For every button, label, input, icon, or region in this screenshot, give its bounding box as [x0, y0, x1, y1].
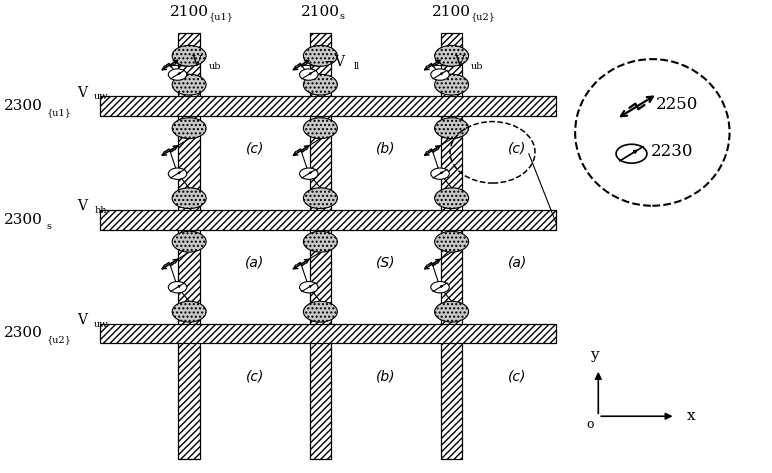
- Bar: [178, 33, 200, 459]
- Bar: [100, 96, 556, 116]
- Text: $\mathregular{V}$: $\mathregular{V}$: [77, 198, 90, 213]
- Circle shape: [172, 45, 206, 66]
- Text: (c): (c): [245, 142, 264, 156]
- Circle shape: [435, 188, 469, 209]
- Text: $\mathregular{V}$: $\mathregular{V}$: [77, 312, 90, 327]
- Circle shape: [303, 231, 337, 252]
- Bar: [100, 210, 556, 230]
- Text: {u1}: {u1}: [46, 108, 71, 117]
- Text: uw: uw: [94, 92, 109, 102]
- Text: {u2}: {u2}: [46, 335, 71, 344]
- Circle shape: [435, 45, 469, 66]
- Text: ub: ub: [208, 61, 221, 71]
- Text: (a): (a): [245, 255, 264, 270]
- Circle shape: [435, 301, 469, 322]
- Text: $\mathregular{V}$: $\mathregular{V}$: [454, 54, 466, 69]
- Text: {u2}: {u2}: [471, 12, 496, 21]
- Bar: [310, 33, 331, 459]
- Circle shape: [435, 74, 469, 95]
- Text: (S): (S): [376, 255, 396, 270]
- Text: 2250: 2250: [656, 96, 699, 113]
- Text: ub: ub: [471, 61, 483, 71]
- Text: $\mathregular{- V}$: $\mathregular{- V}$: [323, 54, 347, 69]
- Bar: [441, 33, 462, 459]
- Circle shape: [172, 231, 206, 252]
- Circle shape: [435, 231, 469, 252]
- Text: x: x: [687, 409, 696, 423]
- Circle shape: [303, 45, 337, 66]
- Text: (c): (c): [508, 369, 527, 383]
- Text: s: s: [340, 12, 344, 21]
- Circle shape: [616, 144, 647, 163]
- Circle shape: [300, 281, 318, 293]
- Text: (c): (c): [508, 142, 527, 156]
- Circle shape: [303, 188, 337, 209]
- Text: {u1}: {u1}: [208, 12, 233, 21]
- Circle shape: [300, 168, 318, 179]
- Bar: [100, 324, 556, 343]
- Circle shape: [168, 281, 187, 293]
- Ellipse shape: [575, 59, 730, 206]
- Circle shape: [431, 168, 449, 179]
- Circle shape: [172, 74, 206, 95]
- Text: ll: ll: [354, 61, 360, 71]
- Text: o: o: [587, 418, 594, 431]
- Circle shape: [303, 118, 337, 139]
- Text: hh: hh: [94, 206, 107, 215]
- Text: y: y: [590, 348, 599, 362]
- Text: 2300: 2300: [4, 326, 42, 341]
- Text: 2100: 2100: [432, 5, 471, 19]
- Text: s: s: [46, 221, 51, 231]
- Circle shape: [431, 69, 449, 80]
- Text: (b): (b): [376, 369, 396, 383]
- Text: 2230: 2230: [651, 143, 693, 160]
- Circle shape: [435, 118, 469, 139]
- Circle shape: [172, 188, 206, 209]
- Circle shape: [431, 281, 449, 293]
- Text: (b): (b): [376, 142, 396, 156]
- Circle shape: [168, 69, 187, 80]
- Circle shape: [303, 74, 337, 95]
- Circle shape: [303, 301, 337, 322]
- Text: 2100: 2100: [301, 5, 340, 19]
- Circle shape: [300, 69, 318, 80]
- Text: 2300: 2300: [4, 213, 42, 227]
- Text: $\mathregular{V}$: $\mathregular{V}$: [77, 85, 90, 100]
- Text: 2100: 2100: [170, 5, 208, 19]
- Circle shape: [172, 118, 206, 139]
- Circle shape: [172, 301, 206, 322]
- Text: 2300: 2300: [4, 99, 42, 114]
- Circle shape: [168, 168, 187, 179]
- Text: $\mathregular{V}$: $\mathregular{V}$: [191, 54, 204, 69]
- Text: uw: uw: [94, 319, 109, 329]
- Text: (a): (a): [508, 255, 527, 270]
- Text: (c): (c): [245, 369, 264, 383]
